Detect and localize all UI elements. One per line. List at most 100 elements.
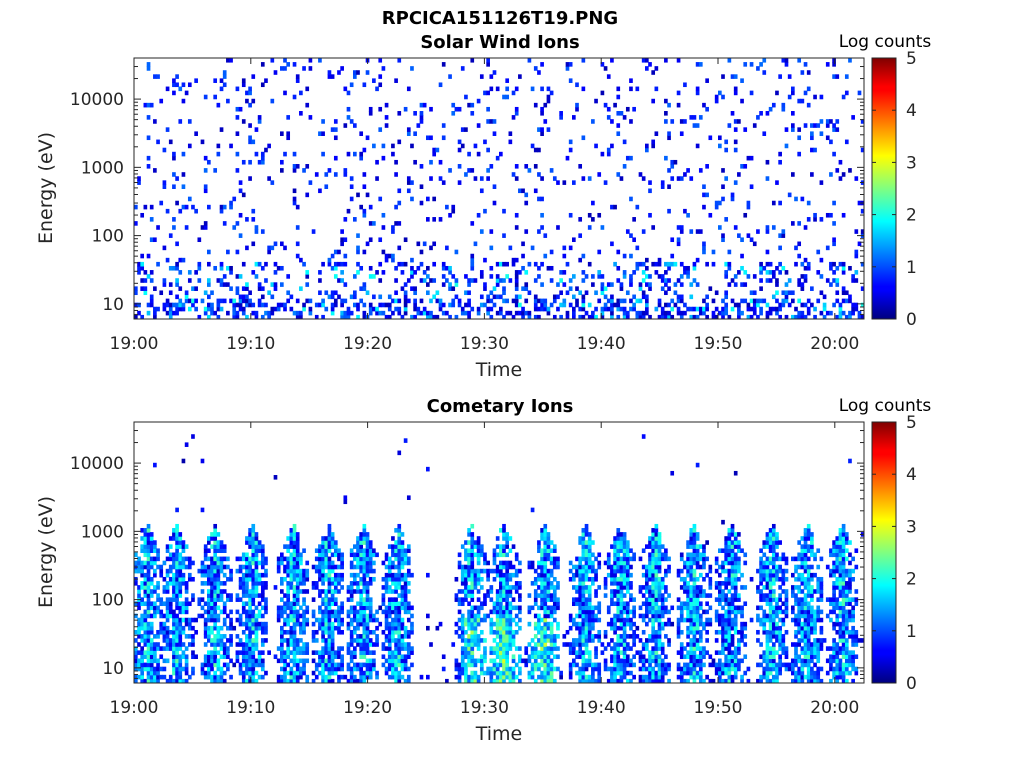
spectrogram-cell [172,609,176,615]
spectrogram-cell [391,650,395,655]
spectrogram-cell [806,265,811,271]
spectrogram-cell [149,650,154,655]
spectrogram-cell [286,646,291,651]
spectrogram-cell [381,270,386,275]
spectrogram-cell [629,634,633,639]
spectrogram-cell [486,58,490,63]
spectrogram-cell [511,658,516,664]
spectrogram-cell [533,654,538,660]
spectrogram-cell [362,212,367,218]
spectrogram-cell [153,613,157,619]
spectrogram-cell [591,605,595,611]
spectrogram-cell [394,544,398,549]
spectrogram-cell [441,302,446,308]
spectrogram-cell [511,257,516,263]
spectrogram-cell [511,654,516,660]
spectrogram-cell [410,625,414,631]
spectrogram-cell [267,290,271,296]
spectrogram-cell [397,576,402,582]
spectrogram-cell [606,74,611,79]
spectrogram-cell [178,86,183,92]
spectrogram-cell [140,658,145,664]
spectrogram-cell [318,560,322,566]
spectrogram-cell [226,646,230,651]
spectrogram-cell [194,270,198,275]
spectrogram-cell [489,646,494,651]
spectrogram-cell [321,666,325,672]
spectrogram-cell [378,278,383,283]
spectrogram-cell [679,261,684,267]
spectrogram-cell [368,597,373,602]
spectrogram-cell [219,261,224,267]
spectrogram-cell [302,261,306,267]
spectrogram-cell [210,560,214,566]
spectrogram-cell [686,265,690,271]
spectrogram-cell [210,613,214,619]
spectrogram-cell [184,634,189,639]
spectrogram-cell [362,564,367,570]
spectrogram-cell [556,180,560,185]
spectrogram-cell [556,564,560,570]
spectrogram-cell [543,666,548,672]
spectrogram-cell [362,589,367,594]
spectrogram-cell [537,654,541,660]
spectrogram-cell [540,674,544,680]
spectrogram-cell [584,290,589,296]
spectrogram-cell [349,310,354,316]
spectrogram-cell [238,650,243,655]
spectrogram-cell [143,540,148,545]
spectrogram-cell [168,314,173,319]
spectrogram-cell [489,86,494,92]
spectrogram-cell [406,601,411,607]
spectrogram-cell [499,654,503,660]
spectrogram-cell [622,532,627,537]
spectrogram-cell [207,581,211,586]
spectrogram-cell [257,544,262,549]
spectrogram-cell [327,662,332,668]
spectrogram-cell [289,585,294,590]
spectrogram-cell [311,585,316,590]
spectrogram-cell [791,111,795,116]
spectrogram-cell [499,634,503,639]
spectrogram-cell [460,572,465,578]
spectrogram-cell [587,225,592,230]
spectrogram-cell [470,642,475,647]
spectrogram-cell [524,192,529,198]
spectrogram-cell [581,306,586,312]
spectrogram-cell [356,601,360,607]
spectrogram-cell [610,576,614,582]
spectrogram-cell [591,564,595,570]
spectrogram-cell [619,560,624,566]
spectrogram-cell [530,670,535,676]
spectrogram-cell [359,597,364,602]
spectrogram-cell [330,540,335,545]
spectrogram-cell [657,314,662,319]
spectrogram-cell [587,536,592,541]
spectrogram-cell [514,294,519,300]
spectrogram-cell [248,670,252,676]
spectrogram-cell [464,290,468,296]
spectrogram-cell [200,597,205,602]
spectrogram-cell [625,290,630,296]
spectrogram-cell [226,556,230,562]
spectrogram-cell [362,536,367,541]
spectrogram-cell [165,310,170,316]
spectrogram-cell [537,621,541,627]
spectrogram-cell [479,658,484,664]
spectrogram-cell [540,261,544,267]
spectrogram-cell [514,164,519,169]
spectrogram-cell [260,286,265,291]
spectrogram-cell [302,609,306,615]
spectrogram-cell [149,658,154,664]
spectrogram-cell [318,278,322,283]
spectrogram-cell [146,523,151,529]
spectrogram-cell [432,151,437,157]
spectrogram-cell [454,666,459,672]
spectrogram-cell [257,674,262,680]
spectrogram-cell [600,306,605,312]
spectrogram-cell [184,294,189,300]
spectrogram-cell [318,593,322,598]
spectrogram-cell [184,601,189,607]
spectrogram-cell [638,298,643,304]
spectrogram-cell [838,310,843,316]
